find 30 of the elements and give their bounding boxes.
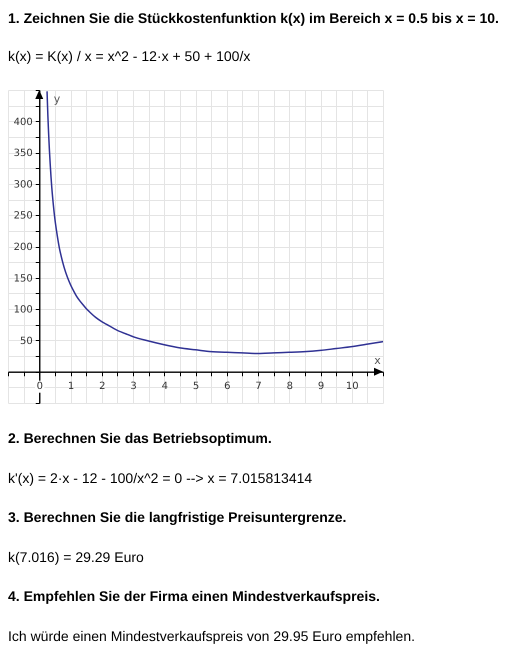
- x-tick-label: 5: [192, 381, 200, 392]
- x-axis-title: x: [374, 354, 382, 368]
- x-tick-label: 7: [255, 381, 262, 392]
- x-tick-label: 6: [224, 381, 230, 392]
- y-tick-label: 200: [14, 242, 33, 253]
- text: k'(x) = 2·x - 12 - 100/x^2 = 0 --> x = 7.015813414: [8, 468, 312, 486]
- x-tick-label: 0: [36, 381, 43, 392]
- text: 2. Berechnen Sie das Betriebsoptimum.: [8, 429, 272, 447]
- chart-subtitle: k(x) = K(x) / x = x^2 - 12·x + 50 + 100/x: [8, 47, 250, 65]
- y-tick-label: 100: [14, 304, 33, 316]
- text: 3. Berechnen Sie die langfristige Preisuntergrenze.: [8, 508, 346, 526]
- x-tick-label: 8: [286, 381, 293, 392]
- text: 4. Empfehlen Sie der Firma einen Mindestverkaufspreis.: [8, 587, 380, 605]
- y-tick-label: 350: [14, 148, 33, 160]
- y-axis-title: y: [54, 92, 61, 106]
- y-tick-label: 300: [14, 179, 33, 190]
- x-tick-label: 10: [346, 381, 359, 392]
- text: Ich würde einen Mindestverkaufspreis von 29.95 Euro empfehlen.: [8, 626, 416, 644]
- y-tick-label: 150: [14, 273, 33, 284]
- chart-title: 1. Zeichnen Sie die Stückkostenfunktion k(x) im Bereich x = 0.5 bis x = 10.: [8, 9, 499, 27]
- text: k(7.016) = 29.29 Euro: [8, 548, 144, 566]
- x-tick-label: 9: [318, 381, 324, 392]
- y-tick-label: 250: [14, 210, 33, 222]
- y-tick-label: 50: [20, 336, 33, 347]
- x-tick-label: 3: [130, 381, 137, 392]
- x-tick-label: 1: [68, 381, 74, 392]
- x-tick-label: 2: [99, 381, 106, 392]
- y-tick-label: 400: [14, 116, 33, 128]
- line-series: [46, 91, 383, 354]
- x-tick-label: 4: [162, 381, 168, 392]
